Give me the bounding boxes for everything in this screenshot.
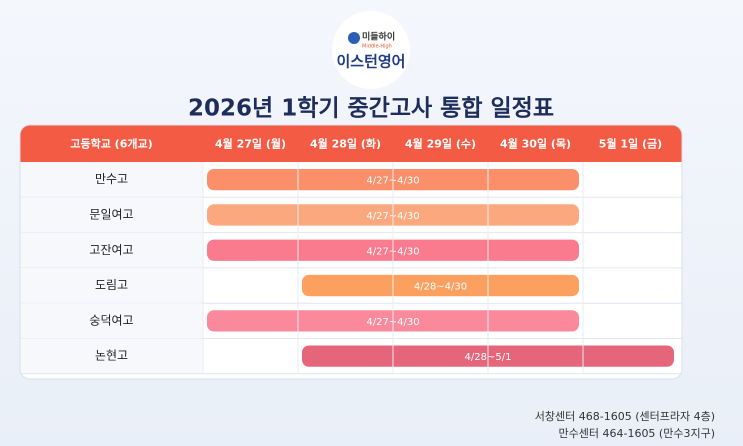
logo-name: 이스턴영어	[336, 53, 405, 71]
school-name: 논현고	[95, 349, 128, 363]
column-header: 4월 28일 (화)	[310, 137, 381, 151]
school-cell	[20, 232, 203, 268]
period-bar	[302, 274, 579, 297]
table: 고등학교 (6개교) 4월 27일 (월) 4월 28일 (화) 4월 29일 (수)…	[20, 125, 682, 379]
footer-line: 서창센터 468-1605 (센터프라자 4층)	[535, 410, 715, 423]
column-header: 4월 30일 (목)	[500, 137, 571, 151]
school-name: 만수고	[95, 172, 128, 186]
header-row	[20, 125, 682, 162]
school-cell	[20, 303, 203, 339]
school-cell	[20, 267, 203, 304]
period-label: 4/28~4/30	[414, 282, 467, 293]
school-cell	[20, 197, 203, 233]
column-header: 5월 1일 (금)	[599, 137, 662, 151]
column-header: 4월 29일 (수)	[405, 137, 476, 151]
footer-line: 만수센터 464-1605 (만수3지구)	[559, 427, 716, 440]
logo-brand-en: Middle-High	[362, 44, 392, 50]
school-cell	[20, 162, 203, 198]
logo-brand: 미들하이	[362, 31, 395, 43]
school-name: 문일여고	[89, 207, 133, 221]
school-name: 고잔여고	[89, 243, 133, 257]
column-header: 고등학교 (6개교)	[70, 137, 152, 151]
table-border	[19, 124, 683, 380]
school-cell	[20, 338, 203, 374]
logo-circle	[332, 11, 410, 89]
school-name: 도림고	[95, 278, 128, 292]
logo-icon	[348, 32, 360, 44]
column-header: 4월 27일 (월)	[215, 137, 286, 151]
title: 2026년 1학기 중간고사 통합 일정표	[188, 96, 554, 122]
school-name: 숭덕여고	[89, 313, 133, 327]
